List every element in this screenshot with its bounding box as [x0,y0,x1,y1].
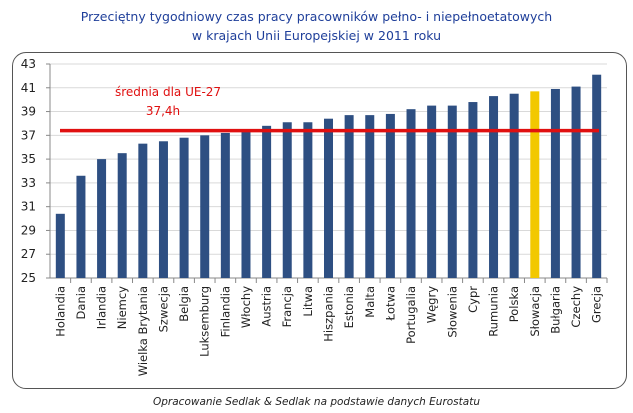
x-tick-label: Grecja [590,286,604,323]
x-tick-label: Włochy [239,286,253,328]
x-tick-label: Luksemburg [198,286,212,357]
bar-włochy [241,129,251,278]
chart-title-line-2: w krajach Unii Europejskiej w 2011 roku [191,28,442,43]
source-note: Opracowanie Sedlak & Sedlak na podstawie… [153,396,480,408]
bar-hiszpania [324,118,333,278]
bar-luksemburg [200,135,210,278]
x-tick-label: Bułgaria [548,286,562,334]
x-tick-label: Czechy [569,286,583,328]
y-tick-label: 33 [21,176,36,190]
x-tick-label: Estonia [342,286,356,328]
x-tick-label: Wielka Brytania [136,286,150,376]
x-tick-label: Holandia [53,286,67,337]
y-tick-label: 27 [21,247,36,261]
chart-title-line-1: Przeciętny tygodniowy czas pracy pracown… [80,9,553,24]
x-tick-label: Polska [507,286,521,322]
bar-niemcy [117,153,127,278]
y-tick-label: 31 [21,200,36,214]
x-tick-label: Francja [280,286,294,327]
bar-słowacja [530,91,540,278]
y-tick-label: 37 [21,128,36,142]
bar-belgia [179,137,189,278]
x-tick-label: Łotwa [383,286,397,321]
bar-bułgaria [550,88,560,278]
x-tick-label: Słowenia [445,286,459,338]
bar-litwa [303,122,313,278]
bar-polska [509,93,519,278]
x-tick-label: Dania [74,286,88,319]
bar-wielka-brytania [138,143,148,278]
x-tick-label: Litwa [301,286,315,317]
bar-czechy [571,86,581,278]
x-tick-label: Hiszpania [322,286,336,342]
bar-słowenia [447,105,457,278]
y-tick-label: 29 [21,223,36,237]
y-tick-label: 43 [21,57,36,71]
x-tick-label: Niemcy [115,286,129,329]
x-tick-label: Szwecja [156,286,170,332]
bar-cypr [468,102,478,279]
y-tick-label: 39 [21,105,36,119]
bar-szwecja [158,141,168,278]
bar-holandia [55,213,65,278]
bar-finlandia [220,132,230,278]
bar-rumunia [489,96,499,278]
x-tick-label: Malta [363,286,377,318]
chart-frame [12,52,627,389]
bar-francja [282,122,292,278]
x-tick-label: Rumunia [487,286,501,337]
x-tick-label: Austria [260,286,274,327]
bar-łotwa [385,113,395,278]
x-tick-label: Irlandia [95,286,109,329]
bar-węgry [427,105,437,278]
x-tick-label: Węgry [425,286,439,323]
x-tick-label: Portugalia [404,286,418,344]
bar-austria [262,125,272,278]
x-tick-label: Cypr [466,286,480,313]
x-tick-label: Belgia [177,286,191,322]
y-tick-label: 41 [21,81,36,95]
eu-average-label: średnia dla UE-27 [115,85,221,99]
bar-dania [76,175,86,278]
bar-irlandia [97,159,107,278]
y-tick-label: 25 [21,271,36,285]
x-tick-label: Słowacja [528,286,542,337]
bar-estonia [344,115,354,278]
bar-malta [365,115,375,278]
y-tick-label: 35 [21,152,36,166]
bar-grecja [592,74,602,278]
bar-portugalia [406,109,416,278]
eu-average-value: 37,4h [146,104,180,118]
x-tick-label: Finlandia [218,286,232,337]
